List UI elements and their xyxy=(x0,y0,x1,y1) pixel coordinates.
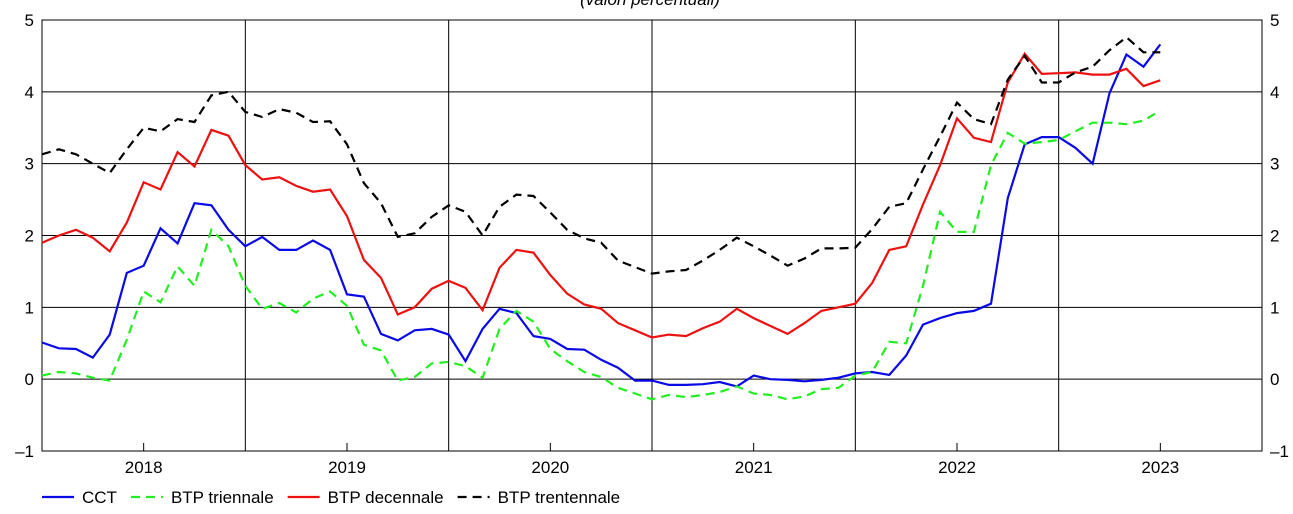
y-tick-label: 1 xyxy=(25,298,34,317)
series-line xyxy=(41,43,1162,388)
legend-label: CCT xyxy=(82,488,117,507)
chart-subtitle: (valori percentuali) xyxy=(580,0,720,9)
legend-label: BTP decennale xyxy=(328,488,444,507)
x-tick-label: 2022 xyxy=(938,458,976,477)
series-line xyxy=(41,51,1161,339)
y-tick-label-right: 5 xyxy=(1270,11,1279,30)
y-tick-label-right: 4 xyxy=(1270,83,1279,102)
y-tick-label: 4 xyxy=(25,83,34,102)
y-tick-label: –1 xyxy=(15,442,34,461)
y-tick-label-right: 0 xyxy=(1270,370,1279,389)
y-tick-label: 5 xyxy=(25,11,34,30)
x-tick-label: 2021 xyxy=(735,458,773,477)
series-line xyxy=(41,35,1161,275)
x-tick-label: 2019 xyxy=(328,458,366,477)
plot-frame xyxy=(41,19,1263,452)
x-tick-label: 2020 xyxy=(531,458,569,477)
y-tick-label-right: –1 xyxy=(1270,442,1289,461)
series-line xyxy=(41,109,1161,401)
y-tick-label: 3 xyxy=(25,155,34,174)
x-tick-label: 2018 xyxy=(125,458,163,477)
x-tick-label: 2023 xyxy=(1141,458,1179,477)
legend-label: BTP triennale xyxy=(171,488,274,507)
y-tick-label-right: 1 xyxy=(1270,298,1279,317)
y-tick-label: 0 xyxy=(25,370,34,389)
y-tick-label-right: 2 xyxy=(1270,227,1279,246)
legend-label: BTP trentennale xyxy=(498,488,621,507)
y-tick-label-right: 3 xyxy=(1270,155,1279,174)
y-tick-label: 2 xyxy=(25,227,34,246)
